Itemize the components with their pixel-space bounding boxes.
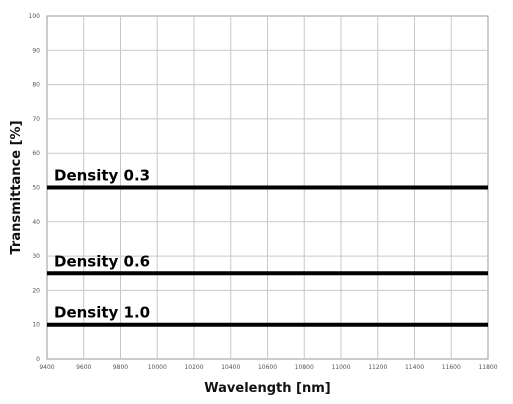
y-tick-label: 20 [32, 287, 40, 294]
x-tick-label: 10600 [258, 364, 277, 371]
x-tick-label: 10800 [295, 364, 314, 371]
x-tick-label: 11600 [442, 364, 461, 371]
series-label: Density 0.6 [54, 252, 150, 270]
series-label: Density 0.3 [54, 167, 150, 185]
y-tick-label: 50 [32, 185, 40, 192]
x-axis-label: Wavelength [nm] [204, 381, 330, 396]
x-tick-label: 10200 [184, 364, 203, 371]
y-tick-label: 80 [32, 82, 40, 89]
y-axis-ticks: 0 10 20 30 40 50 60 70 80 90 100 [29, 13, 41, 363]
x-tick-label: 10000 [148, 364, 167, 371]
y-tick-label: 0 [36, 356, 40, 363]
y-tick-label: 10 [32, 322, 40, 329]
x-tick-label: 11200 [368, 364, 387, 371]
y-tick-label: 90 [32, 47, 40, 54]
x-tick-label: 9400 [39, 364, 54, 371]
x-tick-label: 9800 [113, 364, 128, 371]
series-label: Density 1.0 [54, 304, 150, 322]
y-tick-label: 40 [32, 219, 40, 226]
y-tick-label: 100 [29, 13, 41, 20]
x-tick-label: 10400 [221, 364, 240, 371]
x-tick-label: 9600 [76, 364, 91, 371]
data-series: Density 0.3 Density 0.6 Density 1.0 [47, 167, 488, 327]
x-axis-ticks: 9400 9600 9800 10000 10200 10400 10600 10800 110… [39, 364, 497, 371]
x-tick-label: 11800 [478, 364, 497, 371]
y-tick-label: 30 [32, 253, 40, 260]
y-tick-label: 70 [32, 116, 40, 123]
y-axis-label: Transmittance [%] [9, 120, 24, 254]
x-tick-label: 11400 [405, 364, 424, 371]
y-tick-label: 60 [32, 150, 40, 157]
x-tick-label: 11000 [331, 364, 350, 371]
